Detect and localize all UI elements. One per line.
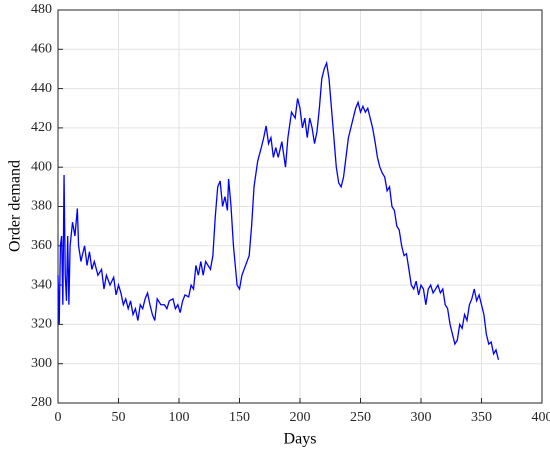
x-tick-label: 50 (112, 410, 126, 425)
y-tick-label: 400 (31, 159, 52, 174)
y-tick-label: 360 (31, 238, 52, 253)
y-tick-label: 320 (31, 317, 52, 332)
x-tick-label: 0 (55, 410, 62, 425)
y-tick-label: 480 (31, 2, 52, 17)
x-tick-label: 250 (350, 410, 371, 425)
x-tick-label: 350 (471, 410, 492, 425)
y-tick-label: 300 (31, 356, 52, 371)
x-axis-title: Days (284, 431, 317, 448)
x-tick-label: 100 (169, 410, 190, 425)
y-tick-label: 380 (31, 199, 52, 214)
data-line (57, 60, 500, 360)
x-tick-label: 400 (532, 410, 550, 425)
y-axis-title: Order demand (7, 160, 24, 252)
x-tick-label: 200 (290, 410, 311, 425)
y-tick-label: 460 (31, 42, 52, 57)
y-tick-label: 440 (31, 81, 52, 96)
x-tick-label: 150 (229, 410, 250, 425)
y-tick-label: 340 (31, 277, 52, 292)
y-tick-label: 280 (31, 395, 52, 410)
y-tick-label: 420 (31, 120, 52, 135)
plot-frame (57, 9, 543, 404)
x-tick-label: 300 (411, 410, 432, 425)
